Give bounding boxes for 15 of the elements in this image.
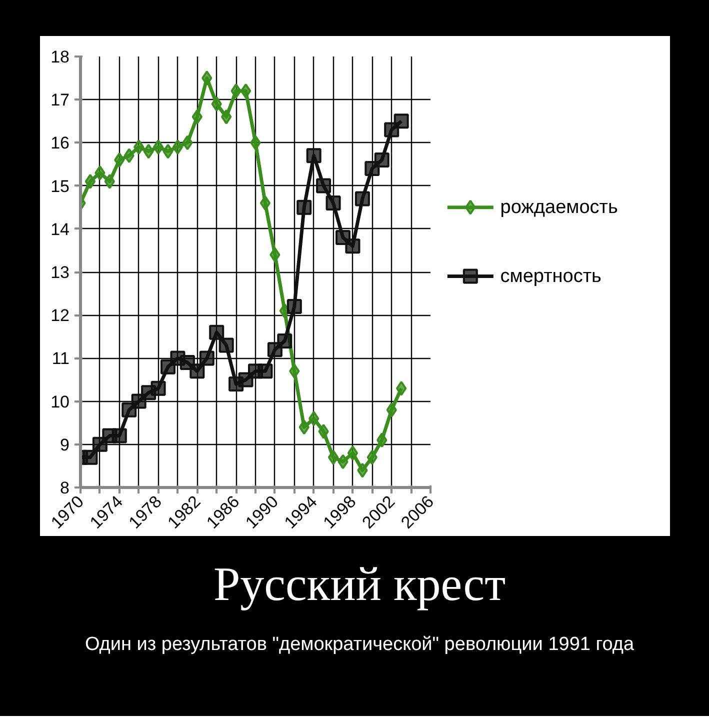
y-tick-label: 9 <box>60 435 70 454</box>
y-tick-label: 13 <box>50 263 70 282</box>
legend-label: рождаемость <box>500 196 618 218</box>
text: Русский крест <box>213 557 506 613</box>
y-tick-label: 12 <box>50 306 70 326</box>
y-tick-label: 14 <box>50 220 70 239</box>
y-tick-label: 16 <box>50 134 70 153</box>
y-tick-label: 15 <box>50 176 70 196</box>
legend-label: смертность <box>500 266 602 287</box>
text: Один из результатов "демократической" революции 1991 года <box>84 633 634 657</box>
y-tick-label: 17 <box>50 90 70 110</box>
y-tick-label: 11 <box>52 349 70 368</box>
y-tick-label: 18 <box>50 48 70 66</box>
y-tick-label: 10 <box>50 392 70 412</box>
y-tick-label: 8 <box>60 478 70 498</box>
